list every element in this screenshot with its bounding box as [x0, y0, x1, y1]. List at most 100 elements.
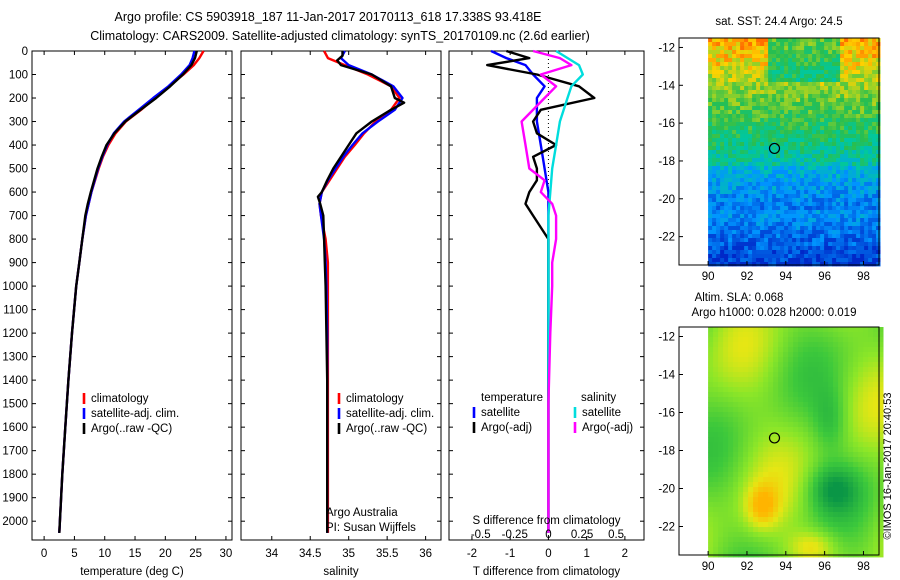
map-cell [808, 254, 813, 259]
map-title: sat. SST: 24.4 Argo: 24.5 [715, 16, 842, 28]
map-cell [808, 146, 813, 151]
map-cell [858, 367, 864, 373]
map-cell [740, 74, 745, 79]
map-cell [753, 452, 759, 458]
map-cell [840, 198, 845, 203]
map-cell [853, 427, 859, 433]
map-cell [852, 46, 857, 51]
map-cell [780, 102, 785, 107]
map-cell [740, 186, 745, 191]
map-cell [828, 206, 833, 211]
map-cell [872, 194, 877, 199]
map-cell [796, 114, 801, 119]
map-cell [728, 146, 733, 151]
map-cell [764, 142, 769, 147]
map-cell [876, 222, 881, 227]
map-cell [818, 432, 824, 438]
map-cell [808, 78, 813, 83]
map-cell [712, 210, 717, 215]
map-cell [716, 54, 721, 59]
map-cell [720, 86, 725, 91]
map-cell [792, 138, 797, 143]
map-cell [863, 417, 869, 423]
map-cell [768, 537, 774, 543]
map-cell [798, 442, 804, 448]
map-cell [860, 262, 865, 267]
map-cell [836, 194, 841, 199]
map-cell [720, 122, 725, 127]
map-cell [783, 487, 789, 493]
map-cell [752, 258, 757, 263]
map-cell [818, 472, 824, 478]
map-cell [873, 487, 879, 493]
map-cell [732, 130, 737, 135]
map-cell [768, 58, 773, 63]
map-cell [744, 126, 749, 131]
map-cell [792, 250, 797, 255]
map-cell [763, 377, 769, 383]
map-cell [808, 347, 814, 353]
map-cell [783, 412, 789, 418]
map-cell [848, 54, 853, 59]
map-cell [816, 54, 821, 59]
map-cell [800, 38, 805, 43]
map-cell [788, 447, 794, 453]
map-cell [863, 412, 869, 418]
map-cell [736, 166, 741, 171]
map-cell [873, 477, 879, 483]
map-cell [760, 210, 765, 215]
map-cell [776, 62, 781, 67]
map-cell [860, 182, 865, 187]
map-cell [808, 214, 813, 219]
map-cell [823, 372, 829, 378]
y-tick-label: 400 [9, 140, 28, 152]
map-cell [800, 246, 805, 251]
map-cell [872, 46, 877, 51]
map-cell [816, 206, 821, 211]
map-cell [728, 226, 733, 231]
map-cell [773, 332, 779, 338]
map-cell [768, 62, 773, 67]
map-cell [860, 230, 865, 235]
map-cell [712, 90, 717, 95]
map-cell [824, 206, 829, 211]
map-cell [863, 472, 869, 478]
map-cell [818, 377, 824, 383]
map-cell [744, 38, 749, 43]
map-cell [718, 392, 724, 398]
map-cell [708, 262, 713, 267]
map-cell [724, 150, 729, 155]
map-cell [748, 532, 754, 538]
map-cell [724, 190, 729, 195]
map-cell [713, 377, 719, 383]
map-cell [708, 487, 714, 493]
map-cell [736, 74, 741, 79]
map-cell [724, 250, 729, 255]
map-cell [713, 487, 719, 493]
map-cell [808, 182, 813, 187]
map-cell [836, 170, 841, 175]
map-cell [763, 452, 769, 458]
map-cell [860, 86, 865, 91]
map-cell [784, 214, 789, 219]
map-cell [868, 532, 874, 538]
map-cell [792, 242, 797, 247]
map-cell [876, 42, 881, 47]
map-cell [843, 447, 849, 453]
map-cell [712, 186, 717, 191]
map-cell [756, 166, 761, 171]
map-cell [708, 206, 713, 211]
map-cell [864, 130, 869, 135]
map-cell [852, 234, 857, 239]
map-cell [812, 194, 817, 199]
map-cell [740, 38, 745, 43]
map-cell [844, 202, 849, 207]
map-cell [853, 372, 859, 378]
map-cell [708, 234, 713, 239]
map-cell [800, 198, 805, 203]
map-cell [743, 342, 749, 348]
map-cell [853, 337, 859, 343]
map-cell [724, 258, 729, 263]
map-cell [833, 432, 839, 438]
map-cell [852, 246, 857, 251]
